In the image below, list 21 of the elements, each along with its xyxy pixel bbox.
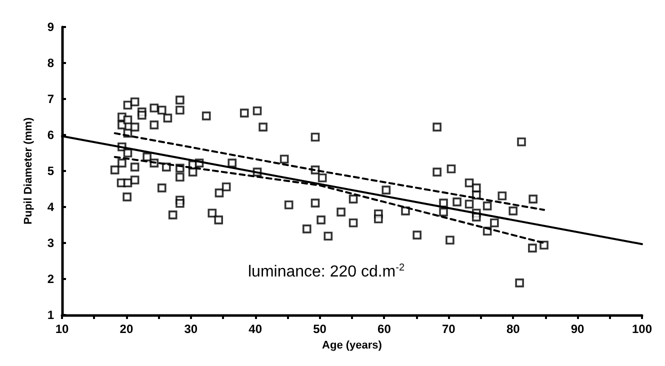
y-tick-label: 3 xyxy=(47,236,54,250)
x-tick-label: 50 xyxy=(313,322,327,336)
y-tick-label: 4 xyxy=(47,200,54,214)
y-tick-label: 9 xyxy=(47,20,54,34)
x-axis-title: Age (years) xyxy=(322,339,382,352)
y-tick-label: 1 xyxy=(47,308,54,322)
x-tick-label: 20 xyxy=(120,322,134,336)
y-tick-label: 5 xyxy=(47,164,54,178)
y-tick-label: 8 xyxy=(47,56,54,70)
y-tick-label: 6 xyxy=(47,128,54,142)
y-axis-title: Pupil Diameter (mm) xyxy=(22,117,34,224)
x-tick-label: 70 xyxy=(442,322,456,336)
x-tick-label: 90 xyxy=(570,322,585,336)
x-tick-label: 80 xyxy=(506,322,520,336)
y-tick-label: 2 xyxy=(47,272,54,286)
x-tick-label: 40 xyxy=(248,322,262,336)
x-tick-label: 60 xyxy=(378,322,392,336)
x-tick-label: 10 xyxy=(55,322,69,336)
y-tick-label: 7 xyxy=(47,92,54,106)
x-tick-label: 100 xyxy=(632,322,652,336)
x-tick-label: 30 xyxy=(184,322,198,336)
